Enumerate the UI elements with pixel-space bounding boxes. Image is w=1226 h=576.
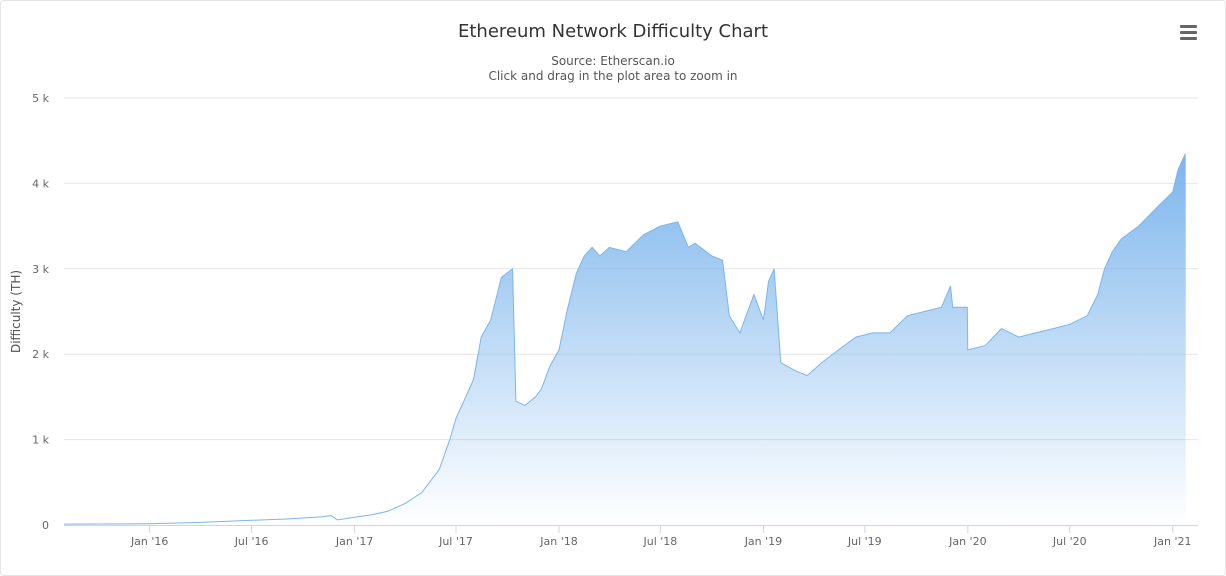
y-tick-label: 0 [42,519,49,532]
chart-subtitle: Source: Etherscan.io Click and drag in t… [1,54,1225,84]
x-tick-label: Jan '21 [1153,535,1191,548]
chart-title: Ethereum Network Difficulty Chart [458,21,768,42]
x-axis: Jan '16 Jul '16 Jan '17 Jul '17 Jan '18 Jul '… [64,525,1198,548]
y-tick-label: 1 k [32,434,49,447]
x-tick-label: Jan '20 [948,535,986,548]
x-tick-label: Jan '17 [335,535,373,548]
x-tick-label: Jul '18 [643,535,678,548]
x-tick-label: Jan '18 [539,535,577,548]
plot-area[interactable] [63,153,1187,526]
difficulty-area-fill[interactable] [64,153,1186,526]
y-tick-label: 2 k [32,348,49,361]
x-tick-label: Jul '20 [1052,535,1087,548]
x-tick-label: Jul '16 [234,535,269,548]
chart-subtitle-source: Source: Etherscan.io [551,54,675,68]
y-axis-title: Difficulty (TH) [9,270,23,353]
x-tick-label: Jul '17 [438,535,473,548]
y-axis: 0 1 k 2 k 3 k 4 k 5 k [32,92,49,532]
x-tick-label: Jan '16 [130,535,168,548]
y-tick-label: 5 k [32,92,49,105]
chart-subtitle-hint: Click and drag in the plot area to zoom … [488,69,738,83]
y-tick-label: 3 k [32,263,49,276]
x-tick-label: Jan '19 [744,535,782,548]
y-tick-label: 4 k [32,177,49,190]
x-tick-label: Jul '19 [847,535,882,548]
hamburger-menu-icon[interactable] [1177,25,1201,45]
difficulty-series-line[interactable] [63,153,1187,525]
